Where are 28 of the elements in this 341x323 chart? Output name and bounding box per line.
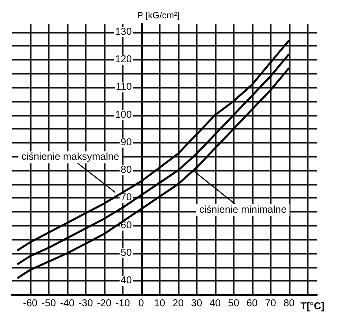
y-tick-label: 120: [115, 54, 132, 66]
y-tick-label: 80: [120, 165, 132, 176]
y-tick-label: 70: [120, 192, 132, 204]
x-tick-label: 70: [265, 298, 277, 310]
y-axis-title: P [kG/cm²]: [137, 10, 180, 20]
x-tick-label: 30: [191, 298, 203, 310]
x-tick-label: -20: [97, 298, 112, 310]
x-tick-label: 0: [138, 298, 145, 310]
y-tick-label: 50: [120, 248, 132, 260]
annotation: ciśnienie maksymalne: [22, 152, 120, 164]
x-tick-label: 50: [228, 298, 240, 310]
y-tick-label: 130: [115, 26, 132, 38]
y-tick-label: 40: [120, 276, 132, 287]
x-tick-label: 40: [210, 298, 222, 310]
x-tick-label: 80: [284, 298, 296, 310]
x-axis-title: T[°C]: [300, 302, 325, 312]
x-tick-label: 10: [154, 298, 166, 310]
x-tick-label: -40: [60, 298, 76, 310]
x-tick-label: 60: [246, 298, 258, 310]
y-tick-label: 110: [116, 82, 132, 94]
x-tick-label: -50: [42, 298, 57, 310]
y-tick-label: 90: [120, 137, 132, 148]
x-tick-label: -10: [116, 298, 131, 310]
x-tick-label: 20: [172, 298, 184, 310]
x-tick-label: -30: [78, 298, 94, 310]
y-tick-label: 100: [115, 110, 132, 121]
annotation: ciśnienie minimalne: [200, 205, 288, 216]
x-tick-label: -60: [23, 298, 38, 310]
